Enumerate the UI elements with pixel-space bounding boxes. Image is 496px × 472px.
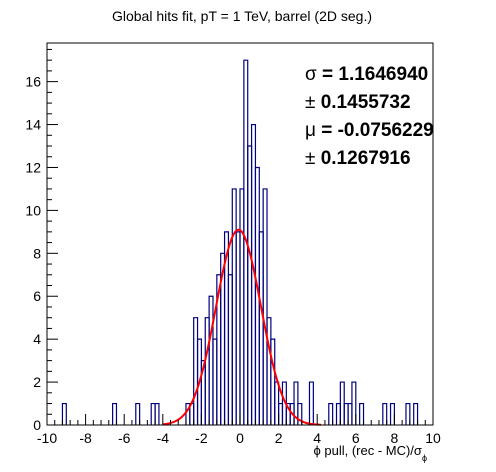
histogram-bin xyxy=(405,402,411,425)
histogram-bin xyxy=(61,402,67,425)
x-tick-label: -6 xyxy=(118,430,131,446)
histogram-bin xyxy=(154,402,160,425)
x-tick-label: -4 xyxy=(157,430,170,446)
fit-stat-symbol: μ xyxy=(305,120,316,141)
y-tick-label: 4 xyxy=(33,331,41,347)
fit-stat-symbol: ± xyxy=(305,148,315,169)
x-tick-label: 0 xyxy=(236,430,244,446)
gaussian-fit xyxy=(162,228,322,426)
histogram-bin xyxy=(359,402,365,425)
histogram-bin xyxy=(351,381,357,425)
x-tick-label: -8 xyxy=(79,430,92,446)
histogram-bin xyxy=(308,381,314,425)
y-tick-label: 16 xyxy=(25,74,41,90)
fit-stat-value: 0.1455732 xyxy=(315,92,410,113)
x-tick-label: 6 xyxy=(352,430,360,446)
y-tick-label: 8 xyxy=(33,245,41,261)
y-tick-label: 2 xyxy=(33,374,41,390)
x-tick-label: 8 xyxy=(391,430,399,446)
histogram-bin xyxy=(297,402,303,425)
histogram-bin xyxy=(413,402,419,425)
y-tick-label: 14 xyxy=(25,117,41,133)
x-tick-label: -10 xyxy=(37,430,57,446)
x-axis-label: ϕ pull, (rec - MC)/σϕ xyxy=(313,443,427,463)
histogram-bin xyxy=(112,402,118,425)
histogram-bin xyxy=(389,402,395,425)
x-tick-label: 10 xyxy=(425,430,441,446)
histogram-bin xyxy=(262,188,268,425)
y-tick-label: 0 xyxy=(33,417,41,433)
histogram-bars xyxy=(61,59,419,425)
fit-stat-line: ± 0.1267916 xyxy=(305,148,411,169)
x-axis-label-main: ϕ pull, (rec - MC)/σ xyxy=(313,443,421,458)
x-tick-label: 2 xyxy=(275,430,283,446)
x-tick-label: 4 xyxy=(313,430,321,446)
histogram-bin xyxy=(382,402,388,425)
fit-stat-symbol: ± xyxy=(305,92,315,113)
fit-curve xyxy=(162,228,322,426)
fit-stat-value: = -0.0756229 xyxy=(316,120,434,141)
y-tick-label: 12 xyxy=(25,159,41,175)
axes: -10 -8 -6 -4 -2 0 2 4 6 8 10 0 2 4 6 8 10 12 14 16 xyxy=(25,48,441,446)
fit-stat-value: 0.1267916 xyxy=(315,148,410,169)
fit-stat-line: σ = 1.1646940 xyxy=(305,64,428,85)
fit-stat-symbol: σ xyxy=(305,64,317,85)
fit-stat-value: = 1.1646940 xyxy=(317,64,428,85)
x-axis-label-subscript: ϕ xyxy=(422,453,427,463)
histogram-bin xyxy=(135,402,141,425)
chart-title: Global hits fit, pT = 1 TeV, barrel (2D … xyxy=(112,8,372,24)
y-tick-label: 10 xyxy=(25,202,41,218)
y-tick-label: 6 xyxy=(33,288,41,304)
histogram-bin xyxy=(328,402,334,425)
fit-stat-line: ± 0.1455732 xyxy=(305,92,411,113)
x-tick-label: -2 xyxy=(195,430,208,446)
fit-stat-line: μ = -0.0756229 xyxy=(305,120,434,141)
